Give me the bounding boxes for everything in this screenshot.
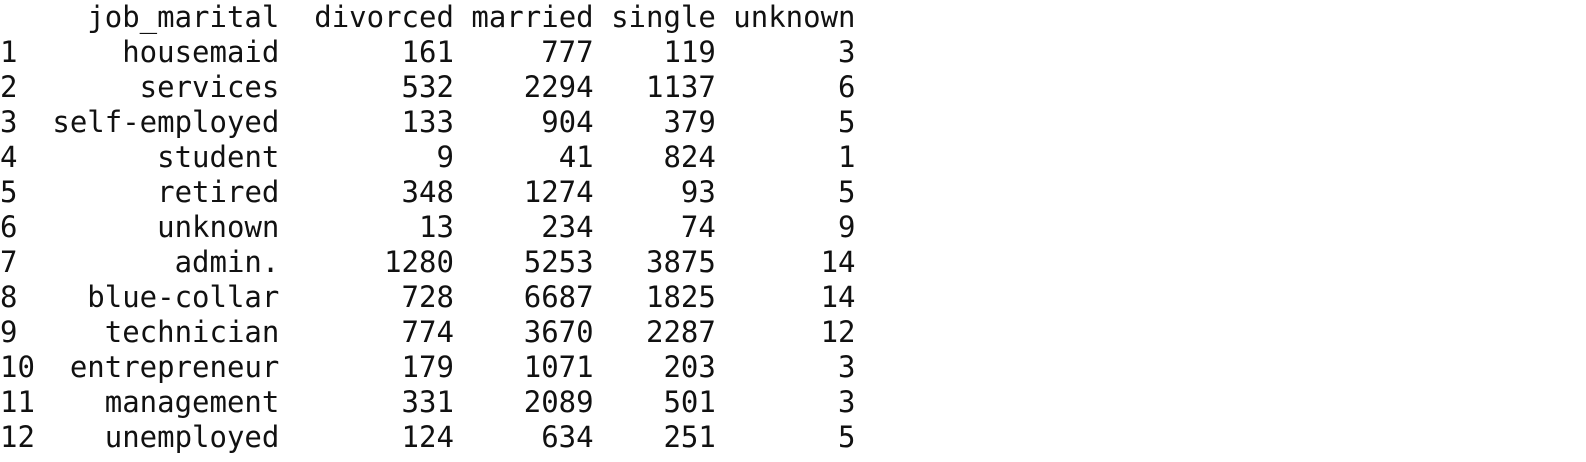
table-row: 1 housemaid 161 777 119 3	[0, 35, 856, 70]
job-cell: admin.	[174, 245, 280, 279]
married-cell: 41	[558, 140, 594, 174]
divorced-cell: 774	[401, 315, 454, 349]
married-cell: 777	[541, 35, 594, 69]
row-index-cell: 1	[0, 35, 18, 69]
row-index-cell: 11	[0, 385, 35, 419]
divorced-cell: 124	[401, 420, 454, 454]
divorced-cell: 1280	[384, 245, 454, 279]
divorced-cell: 13	[419, 210, 454, 244]
row-index-cell: 2	[0, 70, 18, 104]
job-cell: entrepreneur	[69, 350, 280, 384]
table-row: 8 blue-collar 728 6687 1825 14	[0, 280, 856, 315]
married-cell: 904	[541, 105, 594, 139]
married-cell: 1274	[523, 175, 594, 209]
header-single: single	[611, 0, 716, 34]
table-row: 6 unknown 13 234 74 9	[0, 210, 856, 245]
divorced-cell: 9	[436, 140, 454, 174]
divorced-cell: 331	[401, 385, 454, 419]
divorced-cell: 161	[401, 35, 454, 69]
header-row-index	[0, 0, 52, 35]
row-index-cell: 4	[0, 140, 18, 174]
unknown-cell: 3	[838, 385, 856, 419]
table-row: 11 management 331 2089 501 3	[0, 385, 856, 420]
single-cell: 203	[663, 350, 716, 384]
job-cell: unknown	[157, 210, 280, 244]
job-cell: self-employed	[52, 105, 280, 139]
unknown-cell: 5	[838, 420, 856, 454]
single-cell: 119	[663, 35, 716, 69]
unknown-cell: 1	[838, 140, 856, 174]
divorced-cell: 728	[401, 280, 454, 314]
job-cell: management	[104, 385, 280, 419]
married-cell: 1071	[523, 350, 594, 384]
job-cell: services	[139, 70, 280, 104]
single-cell: 2287	[645, 315, 716, 349]
single-cell: 824	[663, 140, 716, 174]
row-index-cell: 10	[0, 350, 35, 384]
single-cell: 1137	[645, 70, 716, 104]
unknown-cell: 9	[838, 210, 856, 244]
single-cell: 379	[663, 105, 716, 139]
row-index-cell: 6	[0, 210, 18, 244]
row-index-cell: 9	[0, 315, 18, 349]
married-cell: 5253	[523, 245, 594, 279]
table-row: 10 entrepreneur 179 1071 203 3	[0, 350, 856, 385]
single-cell: 251	[663, 420, 716, 454]
unknown-cell: 3	[838, 35, 856, 69]
married-cell: 2089	[523, 385, 594, 419]
divorced-cell: 133	[401, 105, 454, 139]
married-cell: 6687	[523, 280, 594, 314]
table-row: 2 services 532 2294 1137 6	[0, 70, 856, 105]
unknown-cell: 6	[838, 70, 856, 104]
row-index-cell: 7	[0, 245, 18, 279]
row-index-cell: 3	[0, 105, 18, 139]
divorced-cell: 348	[401, 175, 454, 209]
row-index-cell: 12	[0, 420, 35, 454]
row-index-cell: 5	[0, 175, 18, 209]
unknown-cell: 5	[838, 105, 856, 139]
married-cell: 634	[541, 420, 594, 454]
unknown-cell: 14	[820, 245, 856, 279]
married-cell: 2294	[523, 70, 594, 104]
row-index-cell: 8	[0, 280, 18, 314]
table-header-row: job_marital divorced married single unkn…	[0, 0, 856, 35]
table-row: 3 self-employed 133 904 379 5	[0, 105, 856, 140]
single-cell: 1825	[645, 280, 716, 314]
unknown-cell: 3	[838, 350, 856, 384]
unknown-cell: 12	[820, 315, 856, 349]
divorced-cell: 179	[401, 350, 454, 384]
table-row: 5 retired 348 1274 93 5	[0, 175, 856, 210]
single-cell: 93	[680, 175, 716, 209]
job-cell: blue-collar	[87, 280, 280, 314]
single-cell: 3875	[645, 245, 716, 279]
data-frame-table: job_marital divorced married single unkn…	[0, 0, 856, 455]
job-cell: technician	[104, 315, 280, 349]
table-body: 1 housemaid 161 777 119 3 2 services 532 2294 1137…	[0, 35, 856, 455]
single-cell: 74	[680, 210, 716, 244]
job-cell: unemployed	[104, 420, 280, 454]
table-row: 12 unemployed 124 634 251 5	[0, 420, 856, 455]
job-cell: retired	[157, 175, 280, 209]
married-cell: 234	[541, 210, 594, 244]
table-row: 9 technician 774 3670 2287 12	[0, 315, 856, 350]
table-row: 4 student 9 41 824 1	[0, 140, 856, 175]
header-divorced: divorced	[314, 0, 454, 34]
table-row: 7 admin. 1280 5253 3875 14	[0, 245, 856, 280]
divorced-cell: 532	[401, 70, 454, 104]
single-cell: 501	[663, 385, 716, 419]
married-cell: 3670	[523, 315, 594, 349]
unknown-cell: 14	[820, 280, 856, 314]
header-job-marital: job_marital	[87, 0, 280, 34]
job-cell: student	[157, 140, 280, 174]
header-married: married	[471, 0, 594, 34]
header-unknown: unknown	[733, 0, 856, 34]
unknown-cell: 5	[838, 175, 856, 209]
job-cell: housemaid	[122, 35, 280, 69]
